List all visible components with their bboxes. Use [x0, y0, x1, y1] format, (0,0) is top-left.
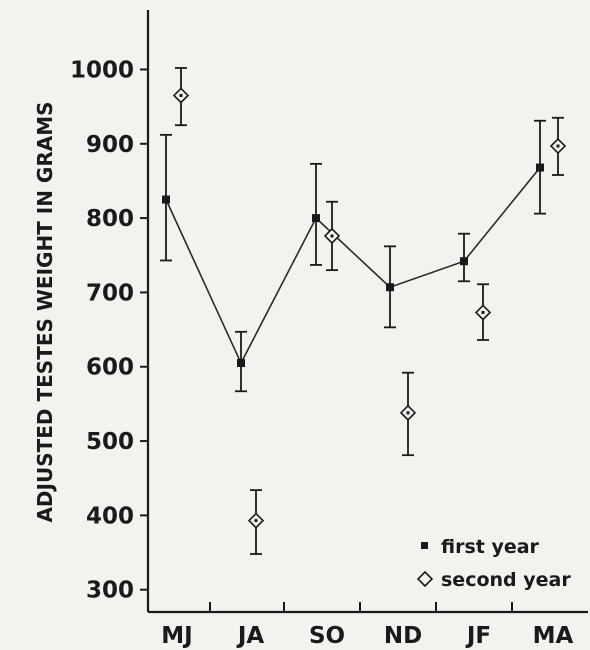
y-tick-label: 300	[86, 578, 134, 604]
first-year-point	[237, 359, 245, 368]
y-tick-label: 600	[86, 355, 134, 381]
second-year-point-center	[330, 234, 334, 238]
x-ticks: MJ JA SO ND JF MA	[161, 602, 574, 649]
second-year-point-center	[481, 310, 485, 314]
y-tick-label: 500	[86, 429, 134, 455]
first-year-point	[536, 163, 544, 172]
legend: first year second year	[416, 536, 571, 591]
x-tick-label: JA	[236, 623, 265, 649]
y-tick-label: 900	[86, 132, 134, 158]
x-tick-label: JF	[465, 623, 491, 649]
first-year-point	[162, 195, 170, 204]
first-year-point	[312, 214, 320, 223]
legend-second-year-label: second year	[441, 569, 571, 591]
series-first-year	[160, 119, 546, 393]
second-year-point-center	[179, 93, 183, 97]
first-year-point	[386, 283, 394, 292]
first-year-point	[460, 257, 468, 266]
legend-first-year-label: first year	[441, 536, 540, 558]
legend-second-year-marker	[416, 570, 434, 588]
series-layer	[160, 67, 567, 555]
second-year-point-center	[406, 411, 410, 415]
x-tick-label: SO	[309, 623, 345, 649]
first-year-line	[165, 167, 541, 365]
x-tick-label: ND	[384, 623, 422, 649]
x-tick-label: MA	[533, 623, 574, 649]
y-tick-label: 400	[86, 503, 134, 529]
y-ticks: 300 400 500 600 700 800 900 1000	[70, 57, 148, 604]
y-axis-label: ADJUSTED TESTES WEIGHT IN GRAMS	[33, 101, 57, 522]
second-year-point-center	[254, 519, 258, 523]
x-tick-label: MJ	[161, 623, 192, 649]
legend-first-year-marker	[421, 542, 428, 549]
second-year-point-center	[556, 144, 560, 148]
y-tick-label: 1000	[70, 57, 134, 83]
y-tick-label: 700	[86, 280, 134, 306]
y-tick-label: 800	[86, 206, 134, 232]
series-second-year	[172, 67, 567, 555]
